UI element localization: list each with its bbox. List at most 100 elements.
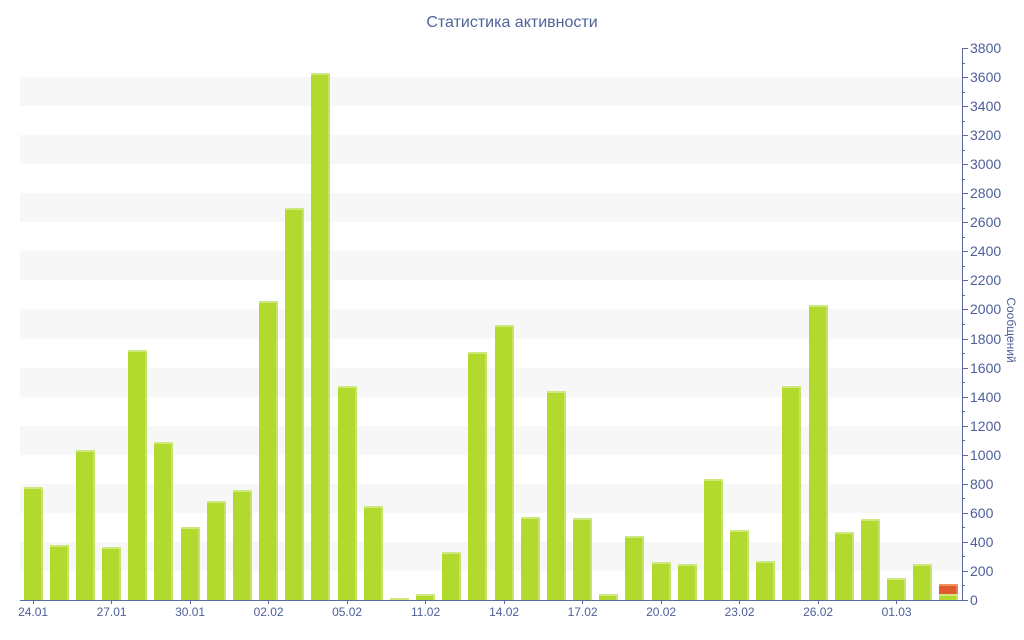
- bar-green-segment[interactable]: [703, 479, 723, 600]
- bar-green-segment[interactable]: [808, 305, 828, 600]
- y-axis-tick-label: 800: [970, 475, 994, 492]
- y-axis-tick-label: 200: [970, 562, 994, 579]
- y-major-tick: [962, 512, 968, 514]
- y-major-tick: [962, 425, 968, 427]
- y-minor-tick: [962, 556, 965, 558]
- y-minor-tick: [962, 411, 965, 413]
- bar-green-segment[interactable]: [520, 517, 540, 600]
- bar-green-segment[interactable]: [206, 501, 226, 600]
- y-major-tick: [962, 483, 968, 485]
- bar-green-segment[interactable]: [363, 505, 383, 600]
- y-major-tick: [962, 396, 968, 398]
- bar-green-segment[interactable]: [180, 527, 200, 600]
- y-axis-tick-label: 400: [970, 533, 994, 550]
- plot-band: [20, 251, 962, 281]
- y-major-tick: [962, 164, 968, 166]
- bar-green-segment[interactable]: [913, 563, 933, 600]
- y-major-tick: [962, 600, 968, 601]
- x-axis-tick-label: 14.02: [489, 605, 520, 619]
- y-major-tick: [962, 570, 968, 572]
- bar-green-segment[interactable]: [599, 594, 619, 600]
- x-axis-tick-label: 27.01: [96, 605, 127, 619]
- plot-band: [20, 483, 962, 513]
- bar-green-segment[interactable]: [625, 536, 645, 600]
- y-major-tick: [962, 135, 968, 137]
- y-minor-tick: [962, 207, 965, 209]
- y-minor-tick: [962, 294, 965, 296]
- bar-green-segment[interactable]: [416, 594, 436, 600]
- bar-green-segment[interactable]: [442, 552, 462, 600]
- bar-green-segment[interactable]: [468, 351, 488, 600]
- x-axis-tick-label: 11.02: [411, 605, 441, 619]
- y-axis-title: Сообщений: [1004, 297, 1018, 363]
- x-axis-tick-label: 26.02: [803, 605, 834, 619]
- bar-green-segment[interactable]: [49, 544, 69, 600]
- y-axis-tick-label: 2600: [970, 214, 1002, 231]
- y-axis-tick-label: 1000: [970, 446, 1002, 463]
- y-axis-tick-label: 3400: [970, 98, 1002, 115]
- x-axis-tick-label: 02.02: [253, 605, 284, 619]
- y-axis-tick-label: 2200: [970, 272, 1002, 289]
- bar-green-segment[interactable]: [939, 594, 959, 600]
- bar-green-segment[interactable]: [573, 517, 593, 600]
- x-tick: [346, 600, 348, 604]
- bar-green-segment[interactable]: [102, 546, 122, 600]
- y-axis-tick-label: 1400: [970, 388, 1002, 405]
- y-major-tick: [962, 280, 968, 282]
- bar-green-segment[interactable]: [75, 450, 95, 600]
- x-tick: [503, 600, 505, 604]
- bar-green-segment[interactable]: [337, 386, 357, 600]
- bar-green-segment[interactable]: [259, 300, 279, 600]
- plot-band: [20, 135, 962, 165]
- y-axis-tick-label: 2800: [970, 185, 1002, 202]
- y-minor-tick: [962, 91, 965, 93]
- x-tick: [268, 600, 270, 604]
- y-major-tick: [962, 251, 968, 253]
- y-minor-tick: [962, 265, 965, 267]
- y-minor-tick: [962, 527, 965, 529]
- bar-green-segment[interactable]: [389, 597, 409, 600]
- x-tick: [896, 600, 898, 604]
- x-tick: [739, 600, 741, 604]
- y-axis-tick-label: 1600: [970, 359, 1002, 376]
- bar-green-segment[interactable]: [285, 207, 305, 600]
- y-minor-tick: [962, 382, 965, 384]
- y-major-tick: [962, 222, 968, 224]
- y-major-tick: [962, 309, 968, 311]
- y-axis-tick-label: 2000: [970, 301, 1002, 318]
- y-axis-tick-label: 600: [970, 504, 994, 521]
- x-tick: [582, 600, 584, 604]
- y-axis-tick-label: 1200: [970, 417, 1002, 434]
- bar-green-segment[interactable]: [546, 390, 566, 600]
- plot-band: [20, 541, 962, 571]
- bar-orange-segment[interactable]: [939, 584, 959, 595]
- bar-green-segment[interactable]: [730, 530, 750, 600]
- y-minor-tick: [962, 324, 965, 325]
- y-major-tick: [962, 454, 968, 456]
- bar-green-segment[interactable]: [311, 72, 331, 600]
- y-axis-tick-label: 1800: [970, 330, 1002, 347]
- bar-green-segment[interactable]: [154, 441, 174, 600]
- bar-green-segment[interactable]: [651, 562, 671, 600]
- x-tick: [817, 600, 819, 604]
- bar-green-segment[interactable]: [887, 578, 907, 600]
- y-minor-tick: [962, 353, 965, 355]
- bar-green-segment[interactable]: [860, 518, 880, 600]
- bar-green-segment[interactable]: [128, 350, 148, 600]
- x-axis-tick-label: 23.02: [724, 605, 755, 619]
- bar-green-segment[interactable]: [756, 560, 776, 600]
- bar-green-segment[interactable]: [494, 325, 514, 600]
- y-minor-tick: [962, 149, 965, 151]
- bar-green-segment[interactable]: [23, 486, 43, 600]
- x-tick: [32, 600, 34, 604]
- bar-green-segment[interactable]: [782, 386, 802, 600]
- plot-band: [20, 309, 962, 339]
- bar-green-segment[interactable]: [677, 563, 697, 600]
- x-tick: [660, 600, 662, 604]
- y-axis-tick-label: 2400: [970, 243, 1002, 260]
- y-minor-tick: [962, 178, 965, 180]
- bar-green-segment[interactable]: [834, 531, 854, 600]
- bar-green-segment[interactable]: [232, 489, 252, 600]
- y-major-tick: [962, 193, 968, 195]
